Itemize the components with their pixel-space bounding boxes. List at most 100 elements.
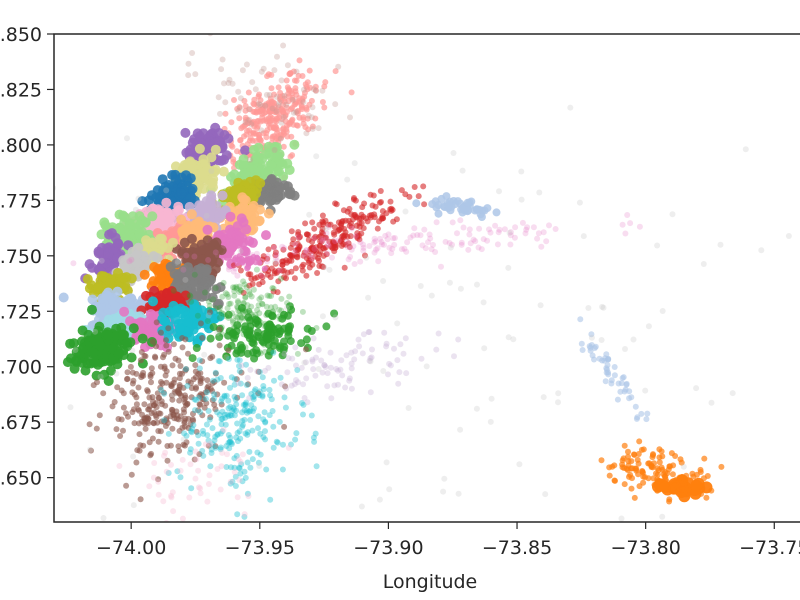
- data-point: [624, 212, 631, 218]
- data-point: [338, 357, 345, 364]
- data-point: [668, 450, 675, 457]
- data-point: [294, 251, 301, 258]
- data-point: [279, 466, 286, 473]
- data-point: [218, 310, 225, 316]
- data-point: [316, 221, 323, 228]
- data-point: [272, 259, 279, 266]
- data-point: [254, 108, 261, 115]
- data-point: [259, 392, 266, 399]
- data-point: [230, 404, 237, 411]
- data-point: [300, 252, 307, 259]
- data-point: [250, 118, 257, 125]
- data-point: [335, 381, 341, 388]
- data-point: [256, 281, 263, 288]
- data-point: [293, 377, 299, 383]
- data-point: [205, 442, 212, 449]
- data-point: [227, 438, 234, 445]
- data-point: [640, 446, 647, 453]
- data-point: [181, 147, 192, 158]
- data-point: [181, 423, 188, 430]
- data-points: [54, 34, 792, 522]
- data-point: [158, 418, 165, 425]
- data-point: [391, 241, 398, 248]
- data-point: [578, 340, 585, 347]
- data-point: [217, 190, 228, 201]
- data-point: [402, 191, 409, 198]
- data-point: [175, 357, 182, 364]
- data-point: [219, 449, 226, 456]
- data-point: [123, 254, 134, 265]
- data-point: [257, 430, 264, 437]
- data-point: [418, 355, 425, 362]
- data-point: [239, 451, 246, 458]
- data-point: [313, 354, 319, 361]
- data-point: [192, 291, 203, 302]
- data-point: [401, 245, 408, 252]
- data-point: [446, 279, 453, 286]
- data-point: [242, 474, 249, 481]
- data-point: [288, 133, 295, 140]
- data-point: [255, 413, 262, 420]
- data-point: [374, 225, 381, 232]
- data-point: [234, 356, 241, 363]
- data-point: [323, 230, 330, 237]
- data-point: [356, 223, 363, 230]
- data-point: [264, 258, 271, 265]
- data-point: [233, 313, 240, 320]
- data-point: [88, 447, 94, 454]
- data-point: [192, 385, 199, 392]
- data-point: [220, 426, 227, 433]
- data-point: [173, 270, 184, 281]
- data-point: [231, 464, 238, 471]
- data-point: [654, 465, 661, 472]
- data-point: [512, 224, 519, 231]
- data-point: [254, 307, 261, 313]
- data-point: [467, 240, 474, 247]
- data-point: [266, 174, 277, 184]
- data-point: [276, 418, 283, 425]
- data-point: [157, 384, 164, 391]
- data-point: [227, 478, 234, 485]
- data-point: [257, 97, 264, 104]
- data-point: [506, 229, 513, 236]
- data-point: [386, 360, 393, 367]
- data-point: [634, 414, 641, 421]
- data-point: [221, 411, 228, 418]
- data-point: [229, 478, 236, 485]
- data-point: [77, 344, 88, 355]
- data-point: [187, 449, 194, 456]
- data-point: [588, 334, 595, 341]
- data-point: [492, 222, 499, 229]
- data-point: [214, 128, 225, 138]
- data-point: [304, 115, 311, 122]
- data-point: [242, 294, 249, 301]
- data-point: [163, 379, 170, 386]
- data-point: [226, 439, 233, 446]
- data-point: [168, 392, 175, 399]
- data-point: [150, 474, 157, 481]
- data-point: [295, 379, 301, 386]
- data-point: [265, 115, 272, 122]
- data-point: [132, 258, 143, 269]
- data-point: [143, 259, 150, 266]
- data-point: [267, 496, 274, 503]
- data-point: [126, 352, 137, 363]
- data-point: [249, 456, 256, 463]
- data-point: [189, 425, 196, 432]
- data-point: [555, 390, 562, 397]
- data-point: [88, 347, 99, 358]
- data-point: [332, 240, 338, 247]
- data-point: [459, 167, 466, 174]
- data-point: [260, 386, 267, 393]
- data-point: [348, 385, 355, 392]
- data-point: [208, 168, 215, 174]
- data-point: [193, 428, 200, 435]
- data-point: [293, 68, 300, 75]
- data-point: [385, 231, 392, 238]
- data-point: [239, 241, 246, 248]
- data-point: [430, 241, 436, 248]
- data-point: [155, 491, 162, 498]
- data-point: [149, 435, 156, 442]
- data-point: [645, 323, 652, 330]
- data-point: [239, 245, 250, 256]
